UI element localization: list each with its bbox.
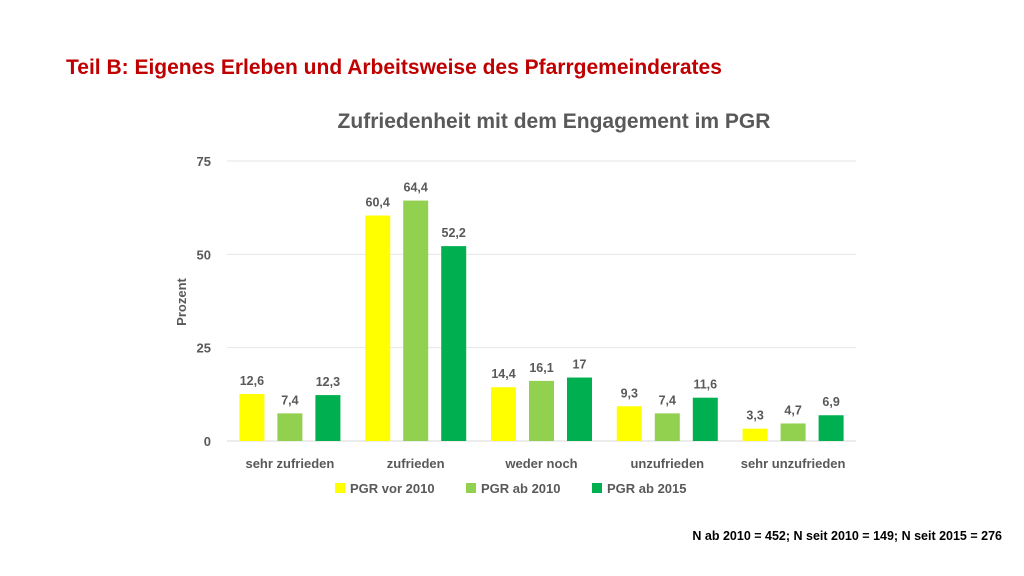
category-label: zufrieden	[387, 456, 445, 471]
data-label: 60,4	[366, 196, 390, 210]
y-tick-label: 25	[197, 341, 211, 356]
data-label: 11,6	[693, 378, 717, 392]
bar	[441, 246, 467, 441]
bar	[491, 387, 516, 441]
y-tick-label: 75	[197, 154, 211, 169]
bar	[567, 377, 592, 441]
data-label: 14,4	[491, 367, 515, 381]
bar	[616, 406, 642, 441]
category-label: sehr zufrieden	[245, 456, 334, 471]
data-label: 7,4	[281, 393, 298, 407]
data-label: 52,2	[442, 226, 466, 240]
data-label: 9,3	[621, 386, 638, 400]
slide-title: Teil B: Eigenes Erleben und Arbeitsweise…	[66, 56, 722, 79]
data-label: 3,3	[746, 409, 763, 423]
data-label: 12,3	[316, 375, 340, 389]
data-label: 64,4	[404, 181, 428, 195]
bar	[780, 423, 806, 441]
legend-swatch	[466, 483, 476, 493]
bar	[692, 397, 718, 441]
category-label: weder noch	[504, 456, 577, 471]
bar	[365, 215, 391, 441]
bar	[239, 393, 265, 441]
category-label: unzufrieden	[630, 456, 704, 471]
bar	[315, 395, 341, 441]
category-label: sehr unzufrieden	[741, 456, 846, 471]
data-label: 17	[573, 358, 587, 372]
legend-label: PGR vor 2010	[350, 481, 435, 496]
data-label: 4,7	[784, 403, 801, 417]
data-label: 16,1	[529, 361, 553, 375]
bar	[818, 415, 844, 441]
data-label: 12,6	[240, 374, 264, 388]
data-label: 7,4	[659, 393, 676, 407]
y-tick-label: 50	[197, 247, 211, 262]
chart-title: Zufriedenheit mit dem Engagement im PGR	[337, 110, 771, 133]
bar-chart: 0 25 50 75 12,6 7,4 12,3 sehr zufrieden 60,4 64,…	[174, 154, 856, 496]
legend-label: PGR ab 2015	[607, 481, 687, 496]
legend-swatch	[592, 483, 602, 493]
legend-label: PGR ab 2010	[481, 481, 561, 496]
data-label: 6,9	[822, 395, 839, 409]
legend-swatch	[335, 483, 345, 493]
footnote: N ab 2010 = 452; N seit 2010 = 149; N se…	[692, 529, 1002, 543]
bar	[529, 380, 554, 441]
y-axis-title: Prozent	[174, 277, 189, 325]
y-tick-label: 0	[204, 434, 211, 449]
bar	[742, 428, 768, 441]
bar	[403, 200, 429, 441]
bar	[277, 413, 303, 441]
bar	[654, 413, 680, 441]
